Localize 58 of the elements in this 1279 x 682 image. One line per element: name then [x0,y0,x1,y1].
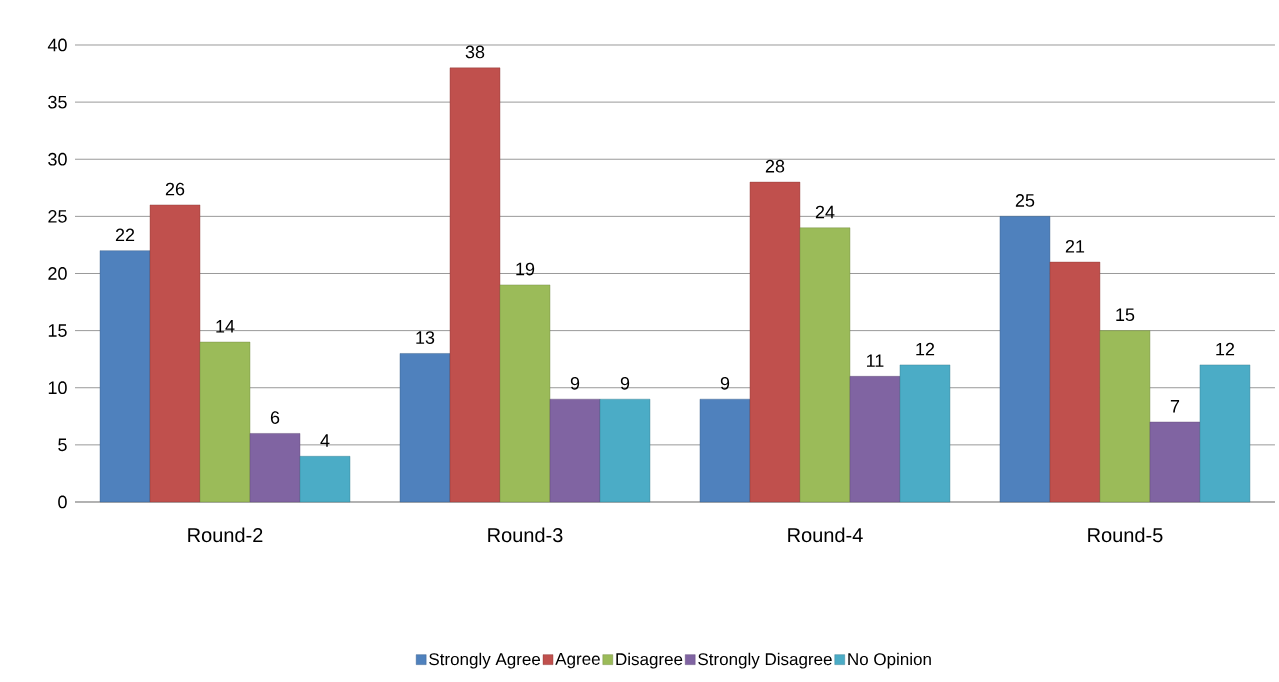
data-label: 6 [270,411,280,424]
bar [1099,330,1151,503]
bar [299,456,351,503]
y-tick-label: 35 [48,95,67,109]
bar [899,364,951,503]
bar [599,398,651,503]
y-tick-label: 20 [48,267,67,280]
data-label: 25 [1015,194,1035,207]
data-label: 26 [165,182,185,196]
x-tick-label: Round-3 [488,527,563,543]
bar [849,376,901,503]
bar [1049,261,1101,503]
data-label: 12 [1216,342,1235,356]
x-tick-label: Round-5 [1088,527,1163,543]
data-label: 28 [765,159,785,173]
y-tick-label: 15 [48,324,67,337]
data-label: 12 [916,342,935,356]
bar [399,353,451,503]
data-label: 4 [320,434,330,447]
y-tick-label: 30 [48,152,67,166]
bar [499,284,551,503]
data-label: 24 [815,205,835,219]
bar [749,181,801,503]
bar [449,67,501,503]
data-label: 14 [216,320,235,333]
x-tick-label: Round-2 [188,527,263,543]
legend-label: Agree [555,653,600,669]
bar [799,227,851,503]
data-label: 19 [516,262,535,276]
y-tick-label: 5 [58,438,67,452]
legend-label: Strongly Disagree [698,652,832,669]
legend-label: No Opinion [848,652,931,669]
bar [999,216,1051,503]
bar [199,341,251,503]
data-label: 9 [720,376,730,390]
data-label: 11 [867,354,884,367]
y-tick-label: 40 [47,38,67,52]
data-label: 9 [620,376,630,390]
y-tick-label: 10 [48,381,67,395]
data-label: 15 [1116,308,1135,322]
legend-label: Strongly Agree [429,652,541,669]
bar [99,250,151,503]
bar [149,204,201,503]
bar [549,398,601,503]
bar [249,433,301,503]
bar [1149,421,1201,503]
y-tick-label: 0 [58,495,67,509]
bar [699,398,751,503]
data-label: 38 [465,45,485,59]
data-label: 9 [570,376,580,390]
data-label: 21 [1065,239,1085,253]
data-label: 22 [115,228,135,242]
y-tick-label: 25 [48,209,67,223]
data-label: 13 [416,331,435,344]
legend-label: Disagree [616,652,683,669]
bar [1199,364,1251,503]
x-tick-label: Round-4 [788,527,863,543]
data-label: 7 [1170,400,1180,413]
